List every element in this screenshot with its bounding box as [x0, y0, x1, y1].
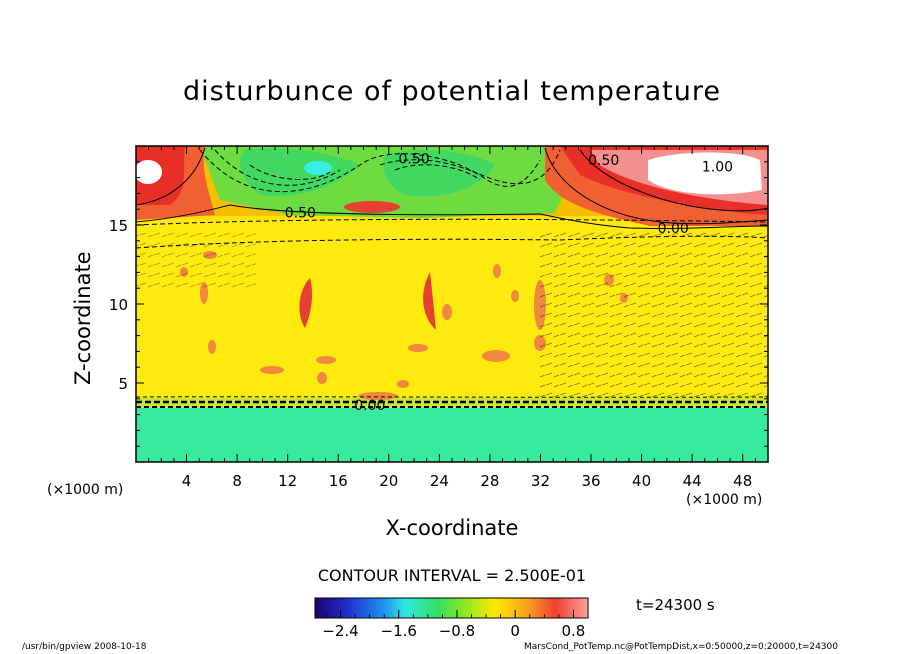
colorbar-tick-label: −0.8	[439, 622, 475, 640]
y-tick-label: 15	[109, 217, 128, 235]
field-dashed-noise-right	[540, 228, 768, 398]
x-tick-label: 28	[480, 472, 499, 490]
y-tick-label: 10	[109, 296, 128, 314]
field-green-core-2	[383, 149, 495, 197]
chart-title: disturbunce of potential temperature	[183, 76, 721, 107]
contour-label: 0.50	[398, 152, 429, 168]
x-unit-label: (×1000 m)	[686, 492, 763, 508]
colorbar-tick-label: −2.4	[322, 622, 358, 640]
x-tick-label: 12	[278, 472, 297, 490]
colorbar-tick-label: 0	[510, 622, 520, 640]
x-tick-label: 8	[232, 472, 242, 490]
contour-label: 0.00	[658, 221, 689, 237]
contour-label: 0.00	[354, 398, 385, 414]
field-dashed-noise-left	[136, 228, 256, 288]
footer-right: MarsCond_PotTemp.nc@PotTempDist,x=0:5000…	[524, 642, 838, 652]
x-tick-label: 16	[329, 472, 348, 490]
x-tick-label: 20	[379, 472, 398, 490]
x-tick-label: 36	[581, 472, 600, 490]
x-tick-label: 32	[531, 472, 550, 490]
x-tick-label: 40	[632, 472, 651, 490]
contour-interval-label: CONTOUR INTERVAL = 2.500E-01	[317, 566, 587, 585]
field-boundary-contours	[136, 396, 768, 408]
field-solid-contours	[136, 147, 768, 230]
field-green-core	[240, 148, 360, 196]
colorbar-ticks: −2.4 −1.6 −0.8 0 0.8	[322, 610, 585, 640]
field-cyan-spot	[304, 161, 332, 175]
y-axis-label: Z-coordinate	[71, 251, 95, 385]
z-unit-label: (×1000 m)	[47, 482, 124, 498]
contour-label: 0.50	[588, 153, 619, 169]
colorbar-tick-label: 0.8	[562, 622, 586, 640]
colorbar-tick-label: −1.6	[381, 622, 417, 640]
time-label: t=24300 s	[636, 596, 715, 614]
contour-labels: 0.50 0.50 0.50 1.00 0.00 0.00	[285, 152, 733, 414]
contour-label: 0.50	[285, 205, 316, 221]
field-red-spot	[344, 201, 400, 213]
x-tick-label: 48	[733, 472, 752, 490]
field-red-arcs	[299, 272, 436, 330]
colorbar	[314, 597, 589, 619]
contour-label: 1.00	[702, 160, 733, 176]
y-tick-label: 5	[118, 375, 128, 393]
x-tick-label: 4	[182, 472, 192, 490]
x-tick-label: 24	[430, 472, 449, 490]
x-axis-label: X-coordinate	[385, 516, 519, 540]
field-bottom-layer	[136, 407, 768, 462]
x-tick-label: 44	[683, 472, 702, 490]
heatmap-field	[136, 146, 768, 462]
footer-left: /usr/bin/gpview 2008-10-18	[22, 642, 147, 652]
field-white-right	[648, 152, 762, 195]
field-white-left	[136, 160, 162, 184]
